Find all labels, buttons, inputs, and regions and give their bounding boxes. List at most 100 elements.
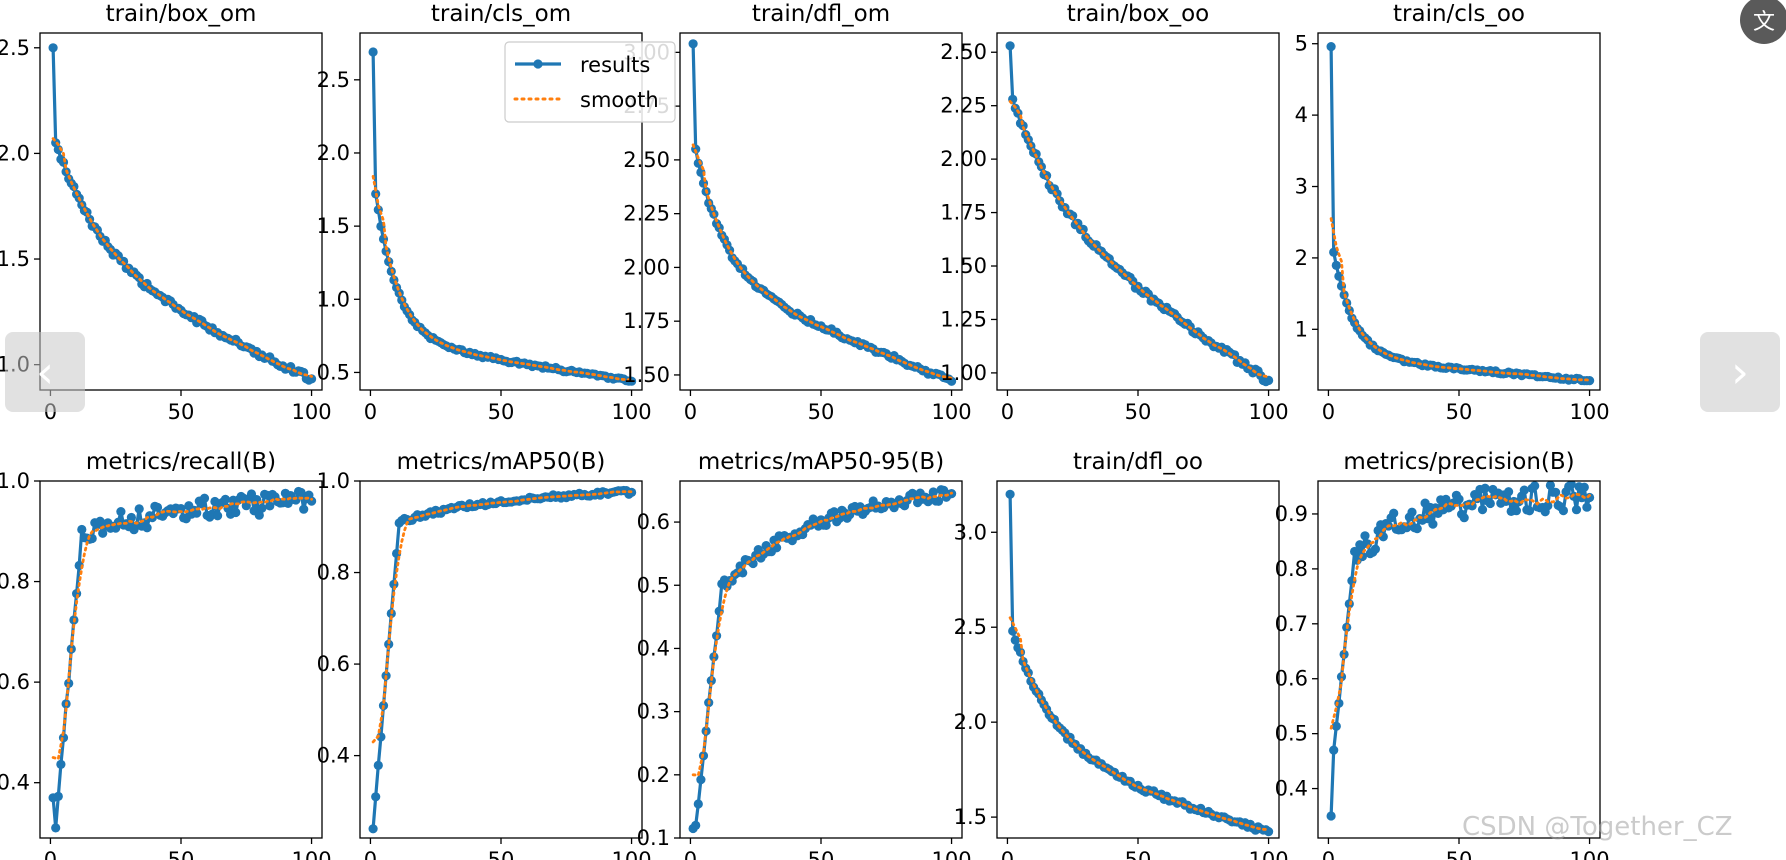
y-tick-label: 1.0 [317,287,350,311]
plot-area [1005,41,1274,387]
legend: results smooth [504,41,676,123]
results-point [265,501,275,511]
x-tick-label: 100 [612,400,652,424]
results-point [1334,271,1344,281]
results-point [384,639,394,649]
chart-metrics-recall-b-: metrics/recall(B) 0 50 100 0.4 0.6 0.8 1.0 [0,449,332,860]
results-point [1511,506,1521,516]
results-point [1428,519,1438,529]
results-point [1477,505,1488,515]
y-tick-label: 1 [1295,317,1308,341]
results-point [1459,513,1469,523]
results-line [1329,482,1592,817]
results-point [1585,492,1595,503]
smooth-line [691,491,953,777]
x-tick-label: 50 [808,848,835,860]
results-point [1485,498,1495,509]
y-tick-label: 0.9 [1275,502,1308,526]
x-tick-label: 0 [684,400,697,424]
results-point [56,759,66,770]
axes-frame [679,480,963,839]
results-point [192,508,202,518]
results-point [1543,501,1553,511]
results-point [1264,375,1274,385]
y-tick-label: 2.50 [940,40,987,64]
chart-train-dfl-om: train/dfl_om0501001.501.752.002.252.502.… [623,1,971,424]
results-point [691,820,701,831]
y-tick-label: 0.6 [0,670,30,694]
smooth-line [51,137,314,378]
results-point [98,528,108,538]
results-point [116,507,126,517]
results-point [1350,546,1360,557]
results-point [1407,507,1417,517]
y-tick-label: 1.0 [317,469,350,493]
prev-image-button[interactable]: ‹ [5,332,85,412]
x-tick-label: 0 [364,400,377,424]
x-tick-label: 50 [1446,848,1473,860]
results-point [1566,481,1576,489]
y-tick-label: 1.00 [940,361,987,385]
results-line [51,47,313,382]
results-point [1571,505,1582,515]
y-tick-label: 1.0 [0,469,30,493]
translate-button[interactable]: 文 [1740,0,1786,44]
plot-area [48,486,317,833]
results-point [64,678,74,689]
y-tick-label: 0.4 [637,636,670,660]
y-tick-label: 0.1 [637,826,670,850]
y-tick-label: 4 [1295,103,1308,127]
chart-title: metrics/mAP50-95(B) [698,449,944,475]
legend-results-label: results [580,53,650,77]
results-point [1326,811,1336,821]
plot-area [48,43,317,385]
smooth-line [1008,616,1270,831]
x-tick-label: 0 [684,848,697,860]
y-tick-label: 0.7 [1275,612,1308,636]
plot-area [368,47,637,386]
results-point [53,791,63,802]
smooth-line [1329,217,1591,382]
results-point [368,824,378,834]
smooth-line [51,496,314,761]
results-point [1331,721,1341,731]
results-point [1010,635,1020,645]
x-tick-label: 0 [364,848,377,860]
results-point [126,512,136,523]
plot-area [688,39,957,386]
results-point [371,792,381,802]
results-point [307,496,317,506]
results-point [77,524,87,535]
results-point [1360,531,1370,541]
y-tick-label: 0.5 [637,573,670,597]
y-tick-label: 2.00 [623,255,670,279]
results-point [1454,494,1464,504]
legend-results-marker [533,59,543,69]
x-tick-label: 0 [1001,848,1014,860]
y-tick-label: 0.3 [637,700,670,724]
chart-title: metrics/mAP50(B) [397,449,606,475]
results-point [1326,42,1336,52]
x-tick-label: 50 [1446,400,1473,424]
y-tick-label: 0.8 [0,570,30,594]
results-point [48,43,58,53]
chart-train-dfl-oo: train/dfl_oo 0 50 100 1.5 2.0 2.5 3.0 [954,449,1289,860]
results-point [1585,376,1595,386]
chart-title: metrics/precision(B) [1343,449,1574,475]
results-point [220,494,230,504]
plot-area [1326,42,1595,386]
y-tick-label: 2.25 [940,94,987,118]
results-point [1005,489,1015,499]
next-image-button[interactable]: › [1700,332,1780,412]
y-tick-label: 3.0 [954,520,987,544]
x-tick-label: 0 [1001,400,1014,424]
results-point [829,507,839,517]
results-point [1504,487,1514,497]
y-tick-label: 0.4 [317,744,350,768]
results-point [231,507,241,518]
results-point [152,502,163,512]
x-tick-label: 100 [292,848,332,860]
results-line [1008,45,1270,384]
